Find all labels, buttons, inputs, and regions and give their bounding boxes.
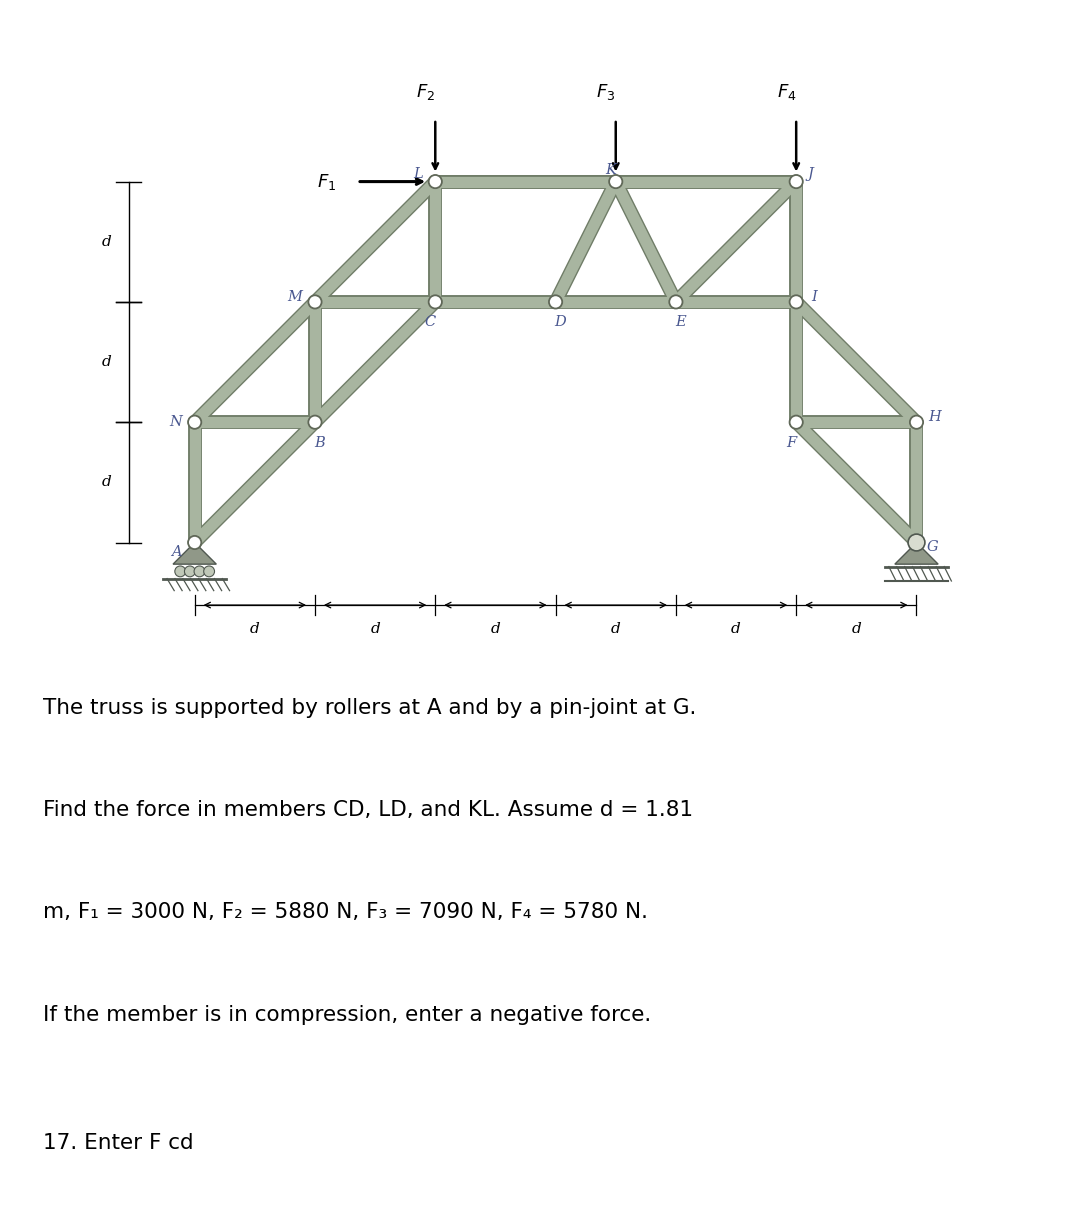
Polygon shape [895, 542, 939, 564]
Circle shape [175, 566, 186, 577]
Text: $F_2$: $F_2$ [416, 82, 435, 103]
Circle shape [194, 566, 205, 577]
Text: d: d [731, 622, 741, 636]
Circle shape [188, 536, 201, 549]
Text: d: d [490, 622, 500, 636]
Circle shape [204, 566, 215, 577]
Text: d: d [102, 234, 111, 249]
Text: If the member is in compression, enter a negative force.: If the member is in compression, enter a… [43, 1005, 651, 1025]
Text: K: K [606, 163, 617, 176]
Text: d: d [851, 622, 861, 636]
Text: Find the force in members CD, LD, and KL. Assume d = 1.81: Find the force in members CD, LD, and KL… [43, 800, 693, 820]
Text: J: J [808, 168, 813, 181]
Text: G: G [927, 541, 937, 554]
Circle shape [429, 175, 442, 188]
Circle shape [429, 296, 442, 309]
Text: d: d [370, 622, 380, 636]
Text: A: A [172, 546, 181, 559]
Text: The truss is supported by rollers at A and by a pin-joint at G.: The truss is supported by rollers at A a… [43, 698, 697, 718]
Circle shape [309, 296, 322, 309]
Text: d: d [249, 622, 259, 636]
Text: E: E [675, 315, 686, 330]
Text: 17. Enter F cd: 17. Enter F cd [43, 1133, 193, 1154]
Text: d: d [102, 355, 111, 369]
Circle shape [789, 415, 802, 428]
Circle shape [670, 296, 683, 309]
Text: d: d [611, 622, 621, 636]
Circle shape [789, 175, 802, 188]
Text: H: H [928, 410, 941, 425]
Text: B: B [314, 436, 325, 450]
Text: D: D [554, 315, 566, 330]
Circle shape [309, 415, 322, 428]
Text: L: L [414, 168, 423, 181]
Text: $F_4$: $F_4$ [777, 82, 796, 103]
Circle shape [909, 415, 923, 428]
Text: F: F [786, 436, 796, 450]
Text: N: N [170, 415, 181, 430]
Circle shape [188, 415, 201, 428]
Text: I: I [811, 290, 818, 304]
Circle shape [185, 566, 195, 577]
Circle shape [789, 296, 802, 309]
Circle shape [549, 296, 563, 309]
Polygon shape [173, 542, 216, 564]
Text: m, F₁ = 3000 N, F₂ = 5880 N, F₃ = 7090 N, F₄ = 5780 N.: m, F₁ = 3000 N, F₂ = 5880 N, F₃ = 7090 N… [43, 903, 648, 922]
Text: C: C [424, 315, 436, 330]
Circle shape [609, 175, 622, 188]
Text: M: M [287, 290, 302, 304]
Circle shape [909, 536, 923, 549]
Text: $F_3$: $F_3$ [596, 82, 616, 103]
Text: $F_1$: $F_1$ [318, 171, 337, 192]
Text: d: d [102, 476, 111, 489]
Circle shape [908, 533, 924, 550]
